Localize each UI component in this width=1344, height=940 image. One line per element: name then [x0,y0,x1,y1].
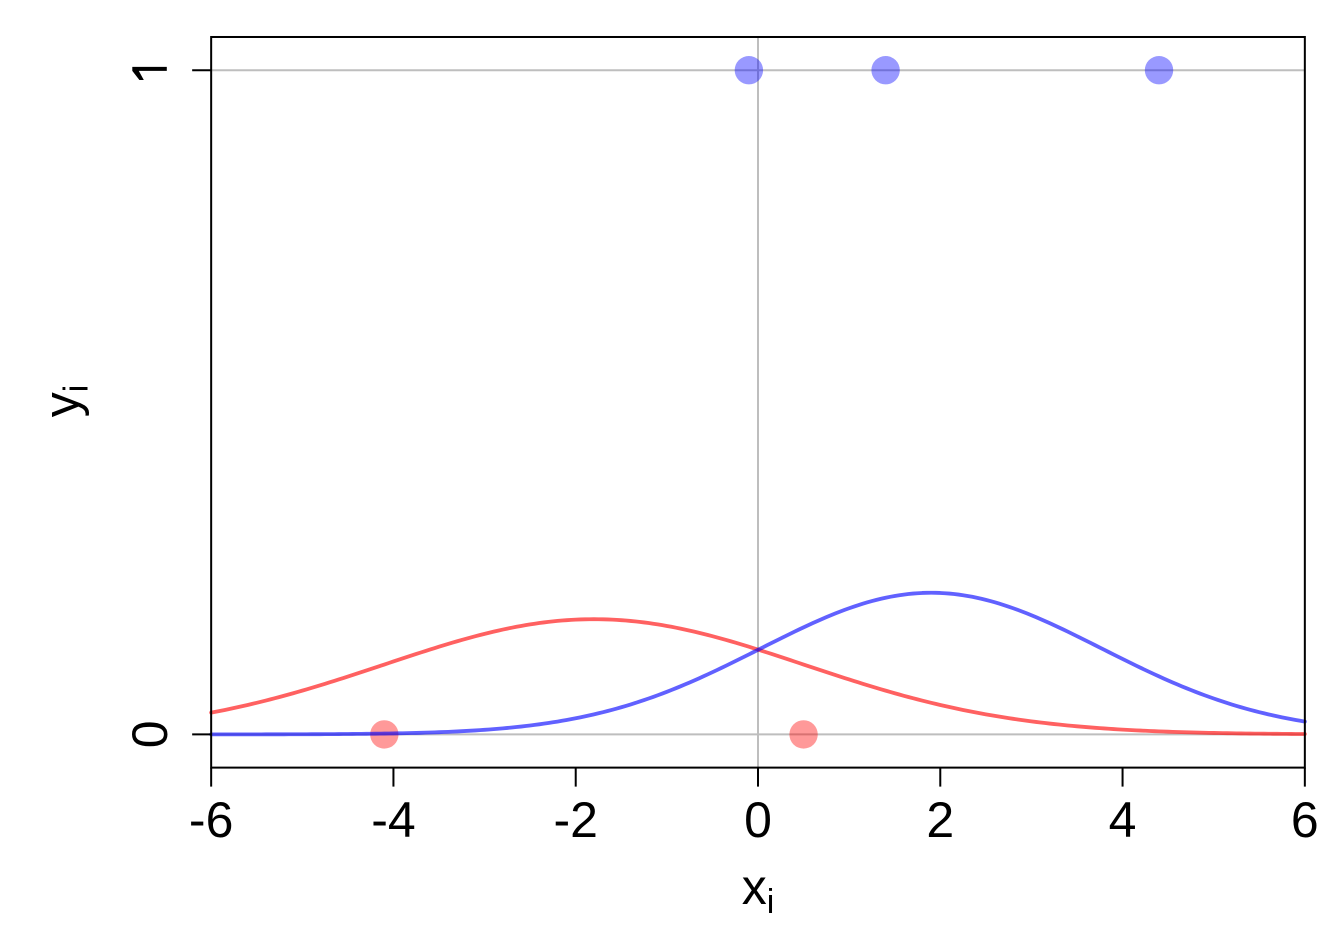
x-tick-label-2: 2 [926,792,954,848]
curve-density-y1 [209,590,1307,737]
x-axis-label-subscript: i [767,883,775,921]
x-tick-label--2: -2 [553,792,597,848]
data-point-observations-y1-1 [871,55,900,85]
x-axis-label: xi [742,859,775,921]
y-tick-label-0: 0 [122,720,178,748]
y-axis-label-base: y [33,392,89,417]
y-axis-label-subscript: i [57,385,95,393]
x-axis-label-base: x [742,859,767,915]
x-tick-label--6: -6 [189,792,233,848]
data-point-observations-y0-1 [789,720,818,749]
x-tick-label-6: 6 [1291,792,1319,848]
data-point-observations-y1-0 [734,55,764,85]
x-tick-label-4: 4 [1109,792,1137,848]
y-tick-label-1 [132,66,167,80]
y-axis-label: yi [33,385,95,418]
x-tick-label-0: 0 [744,792,772,848]
x-tick-label--4: -4 [371,792,415,848]
data-point-observations-y1-2 [1144,55,1174,85]
